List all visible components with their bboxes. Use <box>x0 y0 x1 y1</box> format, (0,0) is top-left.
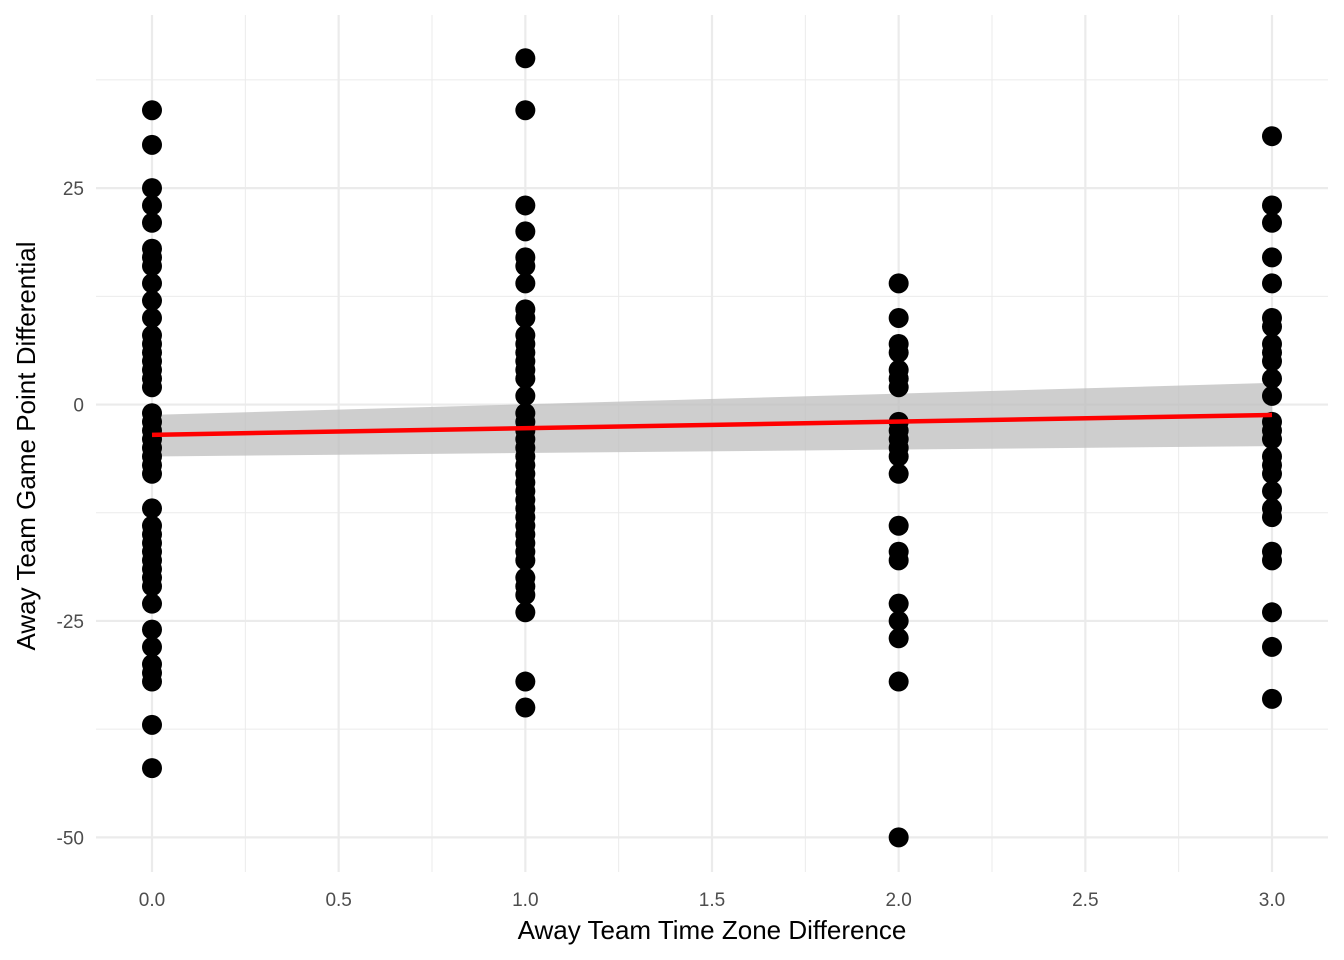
data-point <box>888 671 909 692</box>
data-point <box>515 602 536 623</box>
confidence-band-area <box>152 382 1272 457</box>
y-axis-title: Away Team Game Point Differential <box>11 242 41 651</box>
data-point <box>515 550 536 571</box>
data-point <box>515 273 536 294</box>
confidence-band <box>152 382 1272 457</box>
data-point <box>888 446 909 467</box>
data-point <box>142 671 162 692</box>
data-point <box>1262 602 1282 623</box>
data-point <box>888 628 909 649</box>
data-point <box>142 636 162 657</box>
y-tick-label: -25 <box>57 612 84 633</box>
data-point <box>142 498 162 519</box>
data-point <box>1262 126 1282 147</box>
data-point <box>142 576 162 597</box>
data-point <box>142 593 162 614</box>
fit-line <box>151 412 1273 438</box>
data-point <box>1262 688 1282 709</box>
data-point <box>1262 273 1282 294</box>
data-point <box>142 619 162 640</box>
data-point <box>888 377 909 398</box>
data-point <box>515 368 536 389</box>
data-point <box>142 256 162 277</box>
y-tick-label: 0 <box>73 396 84 417</box>
x-tick-labels: 0.0 0.5 1.0 1.5 2.0 2.5 3.0 <box>139 890 1285 911</box>
data-point <box>1262 463 1282 484</box>
y-tick-labels: -50 -25 0 25 <box>57 179 84 849</box>
data-point <box>1262 368 1282 389</box>
data-points <box>142 48 1282 848</box>
data-point <box>515 307 536 328</box>
data-point <box>888 593 909 614</box>
data-point <box>515 385 536 406</box>
x-axis-title: Away Team Time Zone Difference <box>518 915 907 945</box>
data-point <box>1262 351 1282 372</box>
data-point <box>1262 316 1282 337</box>
data-point <box>1262 247 1282 268</box>
data-point <box>142 290 162 311</box>
x-tick-label: 0.5 <box>325 890 351 911</box>
x-tick-label: 1.5 <box>699 890 725 911</box>
data-point <box>515 48 536 69</box>
y-tick-label: -50 <box>57 828 84 849</box>
data-point <box>142 463 162 484</box>
x-tick-label: 0.0 <box>139 890 165 911</box>
y-tick-label: 25 <box>63 179 84 200</box>
data-point <box>142 212 162 233</box>
data-point <box>142 100 162 121</box>
fit-line-group <box>151 412 1273 438</box>
data-point <box>1262 481 1282 502</box>
data-point <box>142 758 162 779</box>
data-point <box>888 550 909 571</box>
x-tick-label: 3.0 <box>1259 890 1285 911</box>
data-point <box>1262 507 1282 528</box>
data-point <box>515 256 536 277</box>
data-point <box>515 697 536 718</box>
data-point <box>515 195 536 216</box>
data-point <box>142 307 162 328</box>
data-point <box>515 584 536 605</box>
data-point <box>888 827 909 848</box>
data-point <box>1262 550 1282 571</box>
data-point <box>888 273 909 294</box>
data-point <box>888 515 909 536</box>
data-point <box>142 273 162 294</box>
data-point <box>888 463 909 484</box>
data-point <box>888 307 909 328</box>
x-tick-label: 2.5 <box>1072 890 1098 911</box>
data-point <box>142 134 162 155</box>
data-point <box>515 221 536 242</box>
data-point <box>1262 212 1282 233</box>
data-point <box>142 195 162 216</box>
data-point <box>515 671 536 692</box>
data-point <box>1262 636 1282 657</box>
data-point <box>1262 385 1282 406</box>
data-point <box>142 377 162 398</box>
data-point <box>1262 429 1282 450</box>
x-tick-label: 2.0 <box>885 890 911 911</box>
data-point <box>142 714 162 735</box>
x-tick-label: 1.0 <box>512 890 538 911</box>
data-point <box>888 610 909 631</box>
data-point <box>1262 195 1282 216</box>
data-point <box>888 342 909 363</box>
data-point <box>142 178 162 199</box>
data-point <box>515 100 536 121</box>
